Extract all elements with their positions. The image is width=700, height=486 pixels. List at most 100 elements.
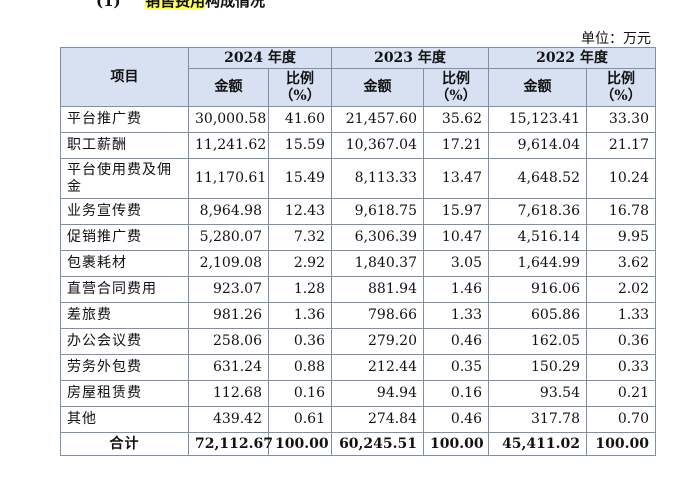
year-header-2024: 2024 年度 <box>188 47 332 69</box>
section-heading: (1) 销售费用构成情况 <box>96 0 265 10</box>
amount-header: 金额 <box>488 68 587 107</box>
cell-value: 0.61 <box>268 406 332 433</box>
table-row: 差旅费 981.26 1.36 798.66 1.33 605.86 1.33 <box>60 302 656 329</box>
total-value: 100.00 <box>423 432 489 456</box>
cell-value: 9,614.04 <box>488 132 587 159</box>
cell-value: 21.17 <box>586 132 656 159</box>
cell-value: 631.24 <box>188 354 269 381</box>
cell-value: 13.47 <box>423 158 489 199</box>
row-label: 业务宣传费 <box>60 198 189 225</box>
sales-expense-table: 项目 2024 年度 2023 年度 2022 年度 金额 比例 （%） 金额 比… <box>60 47 656 456</box>
cell-value: 0.46 <box>423 406 489 433</box>
cell-value: 4,516.14 <box>488 224 587 251</box>
unit-label: 单位：万元 <box>581 31 651 47</box>
ratio-header: 比例 （%） <box>423 68 489 107</box>
row-label: 促销推广费 <box>60 224 189 251</box>
cell-value: 10,367.04 <box>331 132 424 159</box>
heading-prefix: (1) <box>96 0 121 10</box>
row-label: 房屋租赁费 <box>60 380 189 407</box>
cell-value: 112.68 <box>188 380 269 407</box>
cell-value: 1,840.37 <box>331 250 424 277</box>
ratio-header-line1: 比例 <box>607 70 635 87</box>
ratio-header: 比例 （%） <box>268 68 332 107</box>
cell-value: 279.20 <box>331 328 424 355</box>
cell-value: 11,170.61 <box>188 158 269 199</box>
row-label: 直营合同费用 <box>60 276 189 303</box>
row-label: 平台推广费 <box>60 106 189 133</box>
cell-value: 4,648.52 <box>488 158 587 199</box>
cell-value: 35.62 <box>423 106 489 133</box>
cell-value: 94.94 <box>331 380 424 407</box>
cell-value: 605.86 <box>488 302 587 329</box>
cell-value: 41.60 <box>268 106 332 133</box>
cell-value: 1.33 <box>423 302 489 329</box>
row-label: 劳务外包费 <box>60 354 189 381</box>
cell-value: 30,000.58 <box>188 106 269 133</box>
row-label: 差旅费 <box>60 302 189 329</box>
row-label: 其他 <box>60 406 189 433</box>
cell-value: 162.05 <box>488 328 587 355</box>
amount-header: 金额 <box>188 68 269 107</box>
ratio-header-line2: （%） <box>600 87 642 104</box>
table-row: 包裹耗材 2,109.08 2.92 1,840.37 3.05 1,644.9… <box>60 250 656 277</box>
total-value: 100.00 <box>586 432 656 456</box>
cell-value: 3.05 <box>423 250 489 277</box>
table-row: 平台推广费 30,000.58 41.60 21,457.60 35.62 15… <box>60 106 656 133</box>
ratio-header-line1: 比例 <box>286 70 314 87</box>
total-value: 100.00 <box>268 432 332 456</box>
total-row: 合计 72,112.67 100.00 60,245.51 100.00 45,… <box>60 432 656 456</box>
cell-value: 258.06 <box>188 328 269 355</box>
cell-value: 8,113.33 <box>331 158 424 199</box>
cell-value: 10.47 <box>423 224 489 251</box>
cell-value: 1.36 <box>268 302 332 329</box>
cell-value: 439.42 <box>188 406 269 433</box>
cell-value: 981.26 <box>188 302 269 329</box>
cell-value: 11,241.62 <box>188 132 269 159</box>
year-header-2022: 2022 年度 <box>488 47 656 69</box>
table-row: 职工薪酬 11,241.62 15.59 10,367.04 17.21 9,6… <box>60 132 656 159</box>
table-row: 促销推广费 5,280.07 7.32 6,306.39 10.47 4,516… <box>60 224 656 251</box>
cell-value: 2,109.08 <box>188 250 269 277</box>
cell-value: 15.59 <box>268 132 332 159</box>
ratio-header-line2: （%） <box>279 87 321 104</box>
total-value: 72,112.67 <box>188 432 273 456</box>
row-label: 包裹耗材 <box>60 250 189 277</box>
cell-value: 0.88 <box>268 354 332 381</box>
table-row: 直营合同费用 923.07 1.28 881.94 1.46 916.06 2.… <box>60 276 656 303</box>
cell-value: 7.32 <box>268 224 332 251</box>
cell-value: 0.36 <box>586 328 656 355</box>
cell-value: 0.16 <box>423 380 489 407</box>
cell-value: 317.78 <box>488 406 587 433</box>
cell-value: 0.70 <box>586 406 656 433</box>
cell-value: 0.35 <box>423 354 489 381</box>
cell-value: 0.36 <box>268 328 332 355</box>
cell-value: 881.94 <box>331 276 424 303</box>
table-row: 劳务外包费 631.24 0.88 212.44 0.35 150.29 0.3… <box>60 354 656 381</box>
cell-value: 5,280.07 <box>188 224 269 251</box>
row-label: 平台使用费及佣金 <box>60 158 189 199</box>
cell-value: 0.21 <box>586 380 656 407</box>
cell-value: 16.78 <box>586 198 656 225</box>
cell-value: 0.33 <box>586 354 656 381</box>
table-body: 平台推广费 30,000.58 41.60 21,457.60 35.62 15… <box>60 106 656 456</box>
cell-value: 2.02 <box>586 276 656 303</box>
heading-suffix: 构成情况 <box>205 0 266 10</box>
row-label: 办公会议费 <box>60 328 189 355</box>
ratio-header-line2: （%） <box>435 87 477 104</box>
cell-value: 3.62 <box>586 250 656 277</box>
cell-value: 1.33 <box>586 302 656 329</box>
amount-header: 金额 <box>331 68 424 107</box>
total-value: 60,245.51 <box>331 432 424 456</box>
cell-value: 150.29 <box>488 354 587 381</box>
cell-value: 274.84 <box>331 406 424 433</box>
cell-value: 798.66 <box>331 302 424 329</box>
cell-value: 15,123.41 <box>488 106 587 133</box>
ratio-header: 比例 （%） <box>586 68 656 107</box>
cell-value: 8,964.98 <box>188 198 269 225</box>
cell-value: 21,457.60 <box>331 106 424 133</box>
cell-value: 33.30 <box>586 106 656 133</box>
cell-value: 1,644.99 <box>488 250 587 277</box>
cell-value: 9,618.75 <box>331 198 424 225</box>
cell-value: 2.92 <box>268 250 332 277</box>
table-row: 其他 439.42 0.61 274.84 0.46 317.78 0.70 <box>60 406 656 433</box>
